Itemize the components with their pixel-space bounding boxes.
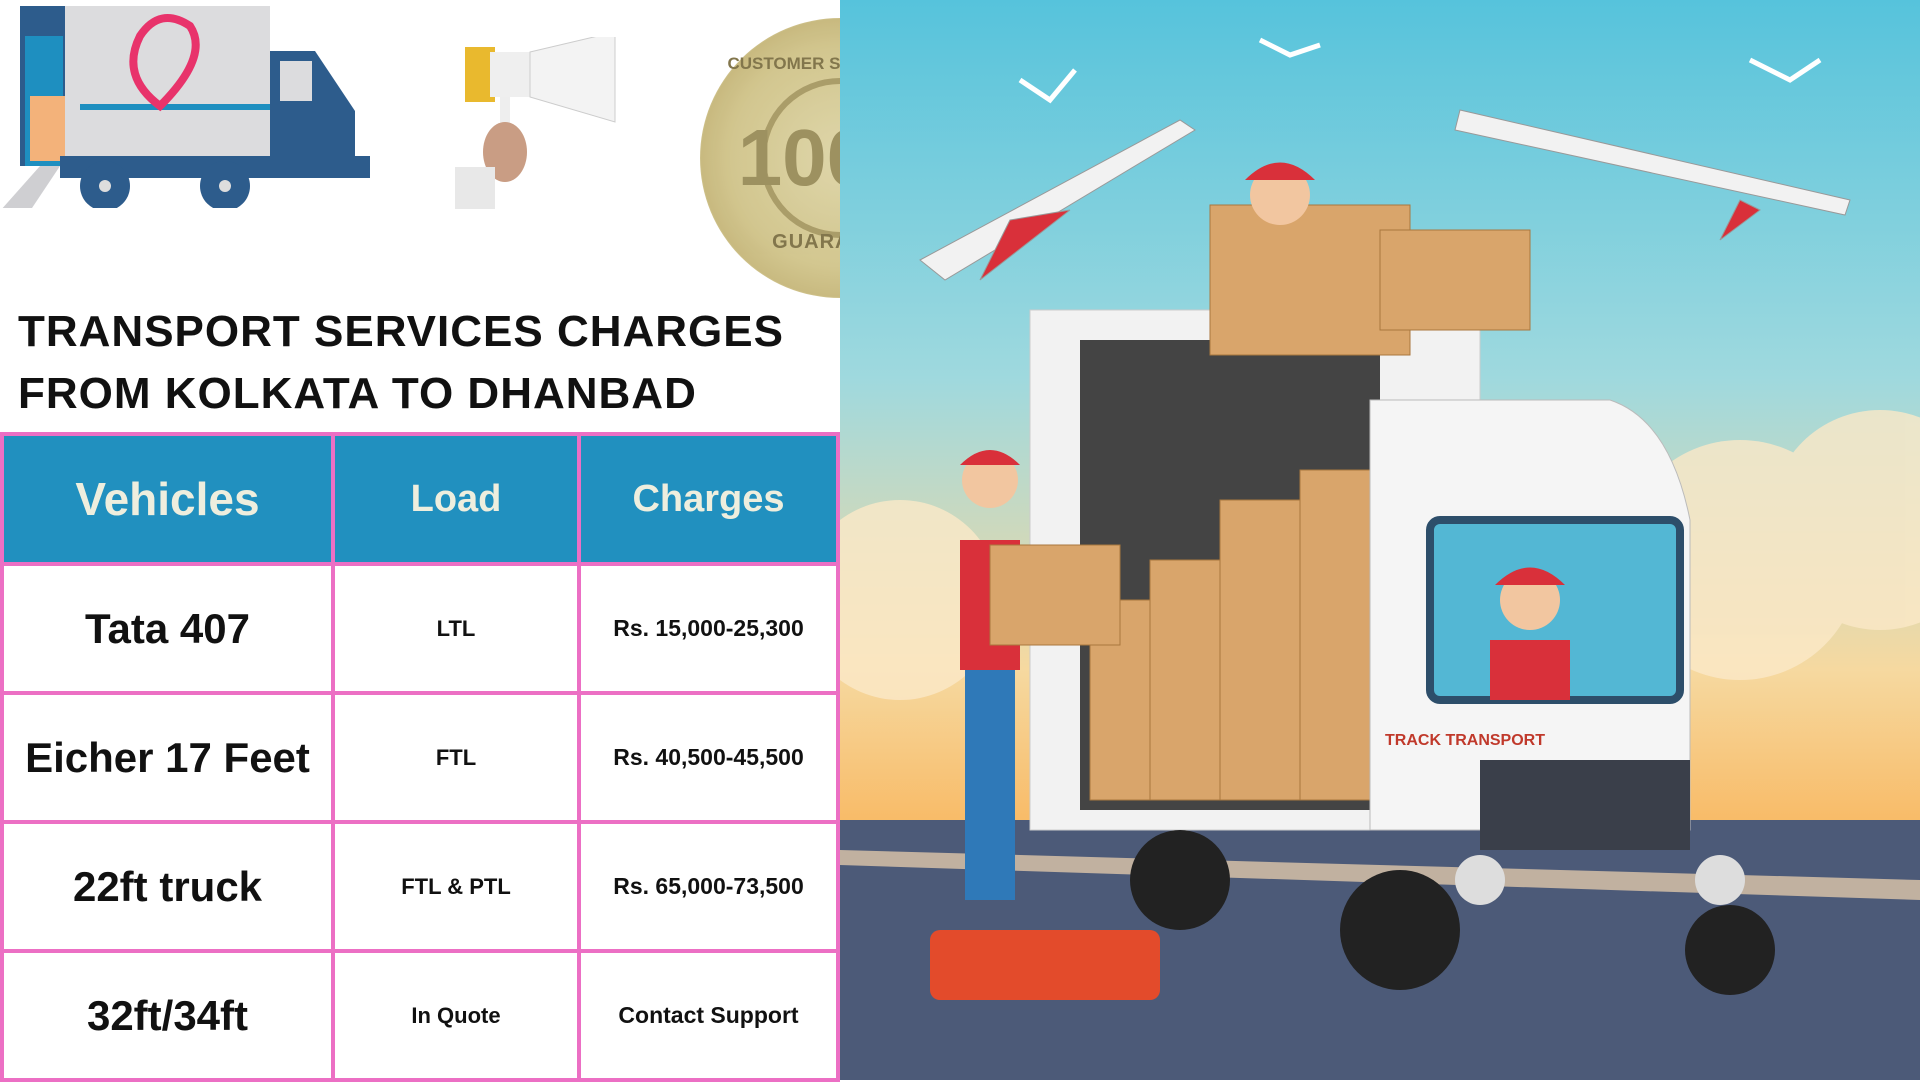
truck-wheels [1130,830,1775,995]
moving-truck-logo [2,6,370,208]
rooftop-worker [1245,162,1315,225]
load-cell: In Quote [331,949,581,1082]
charges-table: Vehicles Load Charges Tata 407 LTL Rs. 1… [0,432,840,1082]
truck-logo-text: TRACK TRANSPORT [1385,732,1545,749]
table-row: 22ft truck FTL & PTL Rs. 65,000-73,500 [0,820,840,953]
load-cell: FTL [331,691,581,824]
load-cell: FTL & PTL [331,820,581,953]
charges-cell: Rs. 40,500-45,500 [577,691,840,824]
table-row: 32ft/34ft In Quote Contact Support [0,949,840,1082]
mover-worker [930,450,1160,1000]
page-title-line-1: TRANSPORT SERVICES CHARGES [18,307,784,356]
charges-cell: Contact Support [577,949,840,1082]
table-row: Eicher 17 Feet FTL Rs. 40,500-45,500 [0,691,840,824]
driver [1490,567,1570,700]
truck-illustration: TRACK TRANSPORT [840,0,1920,1080]
cardboard-boxes [1089,204,1531,801]
table-header-row: Vehicles Load Charges [0,432,840,566]
bird-icon [1018,37,1822,104]
vehicle-cell: Eicher 17 Feet [0,691,335,824]
left-panel: CUSTOMER SATISFACTION 100% GUARANTEE TRA… [0,0,980,1082]
charges-cell: Rs. 15,000-25,300 [577,562,840,695]
header-load: Load [331,432,581,566]
page-title-line-2: FROM KOLKATA TO DHANBAD [18,369,697,418]
headlight [1455,855,1505,905]
illustration-scene: TRACK TRANSPORT [840,37,1920,1080]
vehicle-cell: 32ft/34ft [0,949,335,1082]
table-row: Tata 407 LTL Rs. 15,000-25,300 [0,562,840,695]
header-charges: Charges [577,432,840,566]
vehicle-cell: 22ft truck [0,820,335,953]
load-cell: LTL [331,562,581,695]
header-vehicles: Vehicles [0,432,335,566]
charges-cell: Rs. 65,000-73,500 [577,820,840,953]
vehicle-cell: Tata 407 [0,562,335,695]
airplane-icon [919,109,1851,281]
megaphone-image [455,37,616,209]
